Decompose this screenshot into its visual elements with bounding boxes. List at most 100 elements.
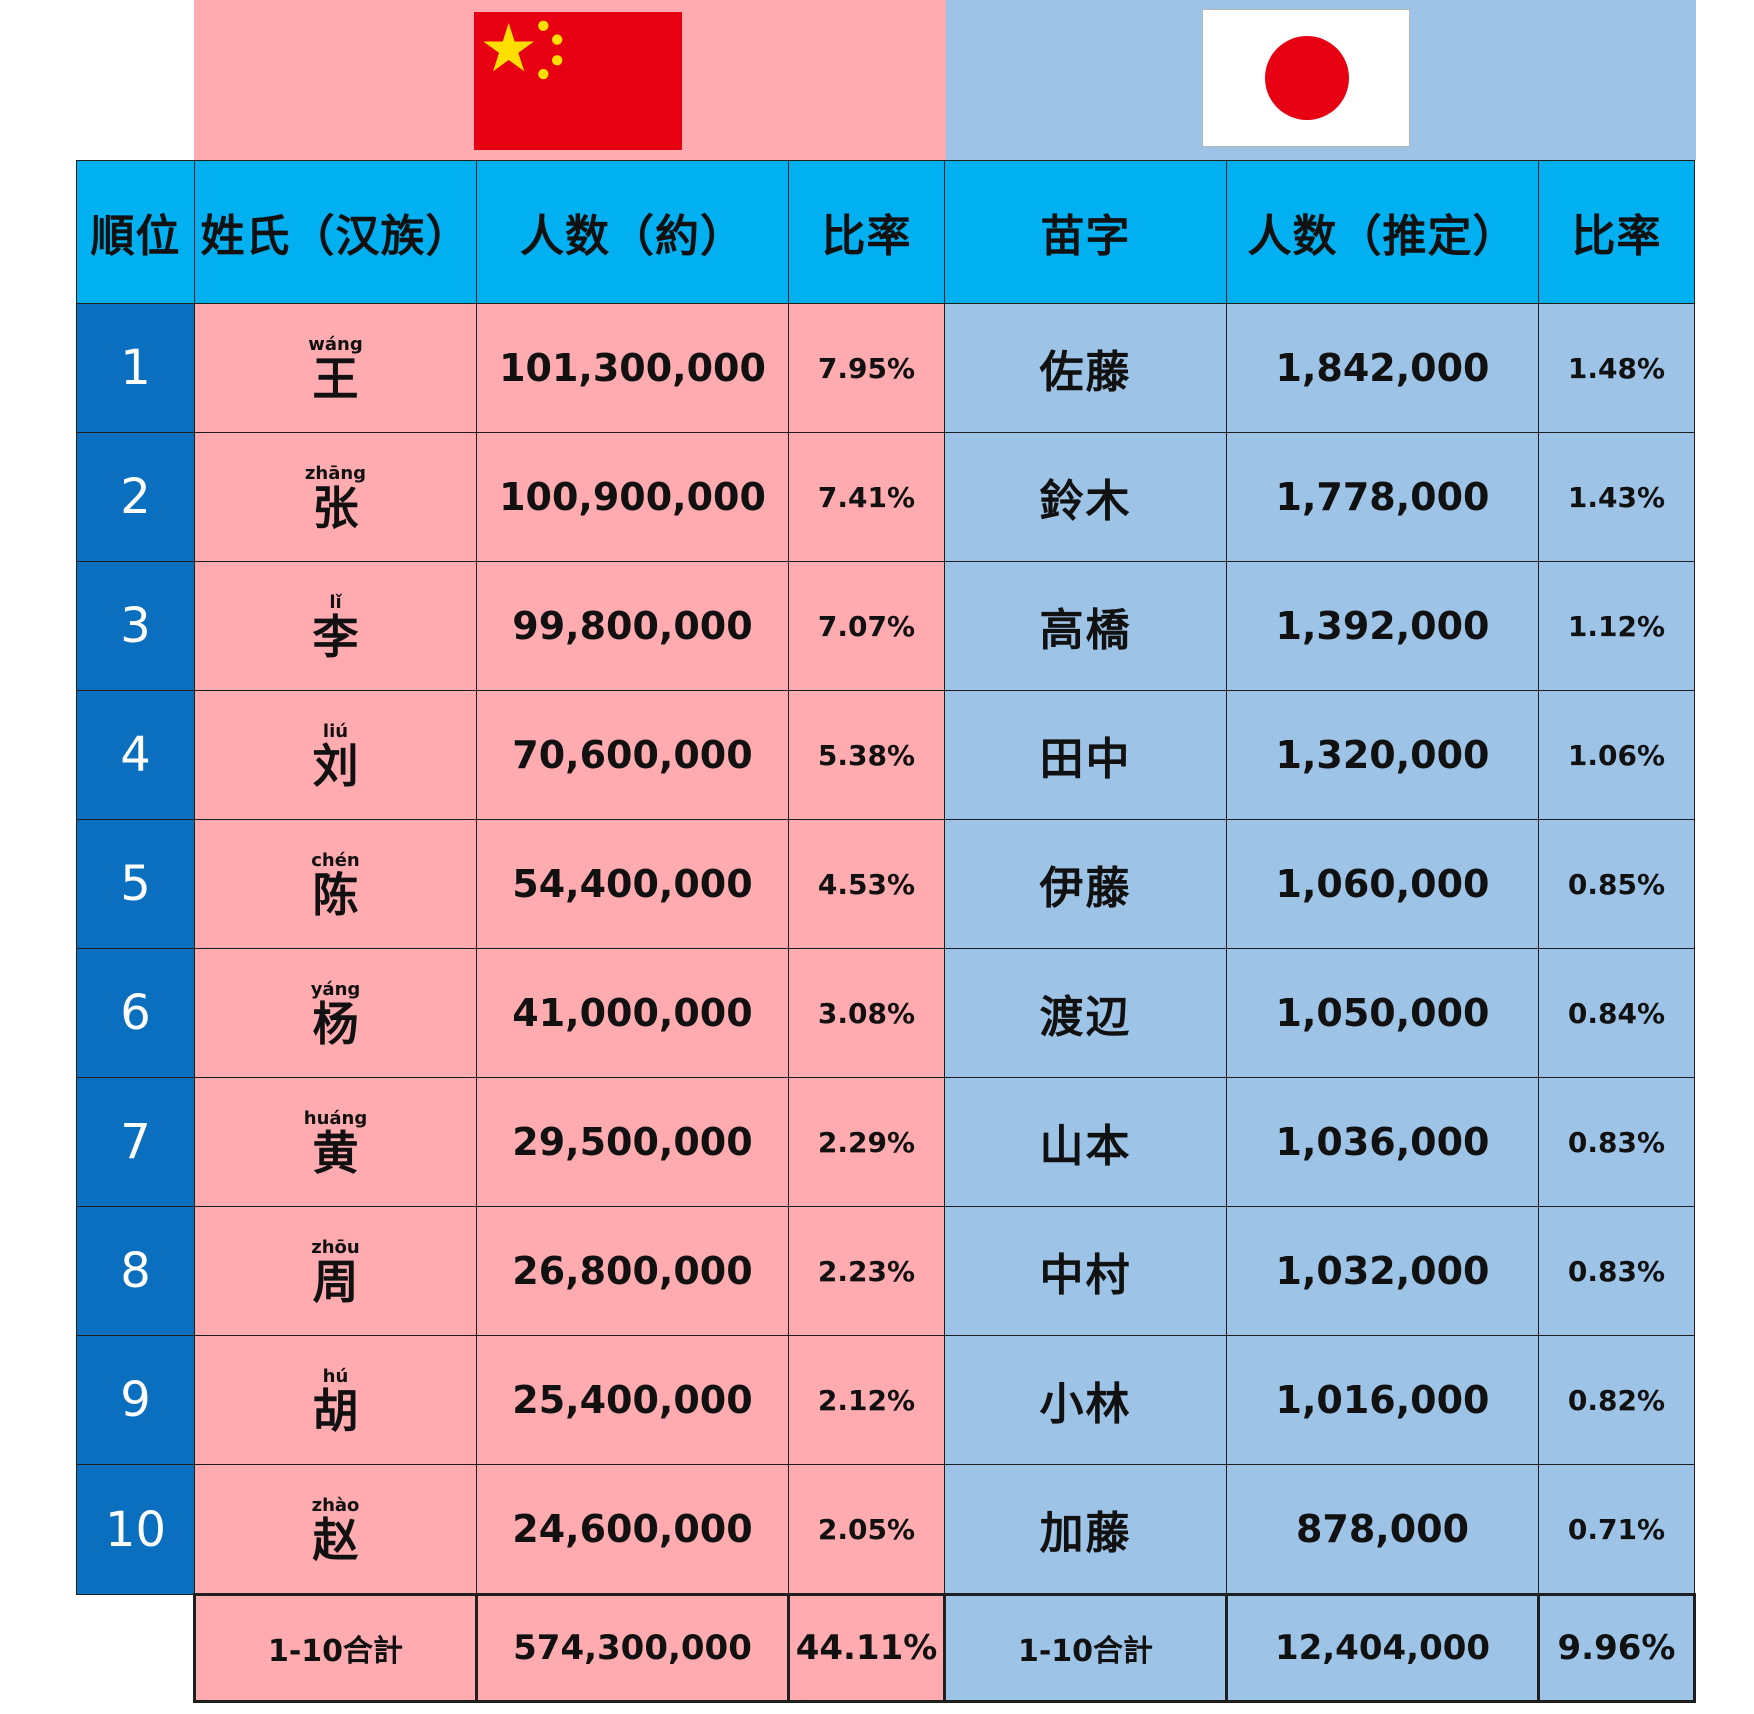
rank-number: 10: [104, 1501, 167, 1558]
jp-count: 1,778,000: [1275, 475, 1490, 519]
jp-surname-cell: 加藤: [944, 1464, 1227, 1595]
jp-count-cell: 1,778,000: [1226, 432, 1539, 562]
table-row: 3 lǐ 李 99,800,000 7.07% 高橋 1,392,000 1.12%: [76, 561, 1695, 691]
jp-surname-cell: 伊藤: [944, 819, 1227, 949]
pinyin: lǐ: [329, 591, 342, 613]
table-row: 7 huáng 黄 29,500,000 2.29% 山本 1,036,000 0.83%: [76, 1077, 1695, 1207]
jp-surname-cell: 小林: [944, 1335, 1227, 1465]
cn-surname-cell: hú 胡: [194, 1335, 477, 1465]
rank-number: 1: [120, 340, 151, 396]
jp-surname-cell: 佐藤: [944, 303, 1227, 433]
rank-number: 7: [120, 1114, 151, 1170]
jp-surname-cell: 渡辺: [944, 948, 1227, 1078]
cn-surname: 黄: [312, 1125, 359, 1180]
header-jp-count: 人数（推定）: [1226, 160, 1539, 304]
cn-ratio: 7.41%: [817, 480, 916, 514]
rank-number: 6: [120, 985, 151, 1041]
cn-count-cell: 41,000,000: [476, 948, 789, 1078]
jp-ratio: 1.12%: [1567, 609, 1666, 643]
jp-count-cell: 1,032,000: [1226, 1206, 1539, 1336]
cn-count: 99,800,000: [512, 604, 753, 648]
cn-count: 41,000,000: [512, 991, 753, 1035]
jp-surname: 小林: [1039, 1379, 1132, 1430]
cn-surname-cell: liú 刘: [194, 690, 477, 820]
table-row: 6 yáng 杨 41,000,000 3.08% 渡辺 1,050,000 0.84%: [76, 948, 1695, 1078]
cn-total-ratio: 44.11%: [795, 1628, 938, 1668]
cn-ratio-cell: 2.29%: [788, 1077, 945, 1207]
cn-ratio: 7.95%: [817, 351, 916, 385]
cn-count-cell: 70,600,000: [476, 690, 789, 820]
cn-total-count: 574,300,000: [513, 1628, 752, 1668]
total-blank-cell: [76, 1594, 195, 1702]
rank-cell: 4: [76, 690, 195, 820]
cn-count: 26,800,000: [512, 1249, 753, 1293]
china-flag-icon: [474, 12, 682, 150]
cn-count: 29,500,000: [512, 1120, 753, 1164]
rank-number: 8: [120, 1243, 151, 1299]
rank-number: 5: [120, 856, 151, 912]
cn-surname: 杨: [312, 996, 359, 1051]
jp-surname: 山本: [1039, 1121, 1132, 1172]
rank-cell: 8: [76, 1206, 195, 1336]
cn-surname: 胡: [312, 1383, 359, 1438]
jp-surname: 鈴木: [1039, 476, 1132, 527]
japan-flag-icon: [1202, 9, 1410, 147]
pinyin: wáng: [308, 333, 363, 355]
cn-count: 25,400,000: [512, 1378, 753, 1422]
jp-ratio-cell: 0.84%: [1538, 948, 1695, 1078]
jp-ratio: 0.71%: [1567, 1512, 1666, 1546]
jp-total-count: 12,404,000: [1274, 1628, 1491, 1668]
jp-count-cell: 1,320,000: [1226, 690, 1539, 820]
cn-ratio-cell: 7.07%: [788, 561, 945, 691]
total-row: 1-10合計 574,300,000 44.11% 1-10合計 12,404,…: [76, 1593, 1696, 1703]
cn-surname-cell: wáng 王: [194, 303, 477, 433]
cn-ratio-cell: 4.53%: [788, 819, 945, 949]
jp-ratio-cell: 0.83%: [1538, 1206, 1695, 1336]
table-row: 4 liú 刘 70,600,000 5.38% 田中 1,320,000 1.06%: [76, 690, 1695, 820]
rank-cell: 10: [76, 1464, 195, 1595]
jp-ratio: 0.84%: [1567, 996, 1666, 1030]
pinyin: zhào: [311, 1494, 360, 1516]
jp-count: 1,320,000: [1275, 733, 1490, 777]
cn-surname-cell: lǐ 李: [194, 561, 477, 691]
cn-ratio-cell: 7.95%: [788, 303, 945, 433]
jp-ratio: 0.83%: [1567, 1125, 1666, 1159]
cn-surname-cell: chén 陈: [194, 819, 477, 949]
header-cn-count: 人数（約）: [476, 160, 789, 304]
jp-ratio: 0.82%: [1567, 1383, 1666, 1417]
rank-number: 4: [120, 727, 151, 783]
table-row: 10 zhào 赵 24,600,000 2.05% 加藤 878,000 0.71%: [76, 1464, 1695, 1595]
cn-count: 100,900,000: [499, 475, 766, 519]
jp-count-cell: 1,060,000: [1226, 819, 1539, 949]
jp-count-cell: 878,000: [1226, 1464, 1539, 1595]
rank-cell: 1: [76, 303, 195, 433]
cn-surname: 张: [312, 480, 359, 535]
jp-ratio-cell: 0.83%: [1538, 1077, 1695, 1207]
pinyin: zhōu: [311, 1236, 360, 1258]
jp-surname: 佐藤: [1039, 347, 1132, 398]
header-jp-ratio: 比率: [1538, 160, 1695, 304]
jp-surname-cell: 鈴木: [944, 432, 1227, 562]
cn-count: 24,600,000: [512, 1507, 753, 1551]
surname-ranking-table: 順位 姓氏（汉族） 人数（約） 比率 苗字 人数（推定） 比率 1 wáng 王 10…: [76, 160, 1696, 1703]
table-header-row: 順位 姓氏（汉族） 人数（約） 比率 苗字 人数（推定） 比率: [76, 160, 1695, 304]
rank-number: 9: [120, 1372, 151, 1428]
table-row: 1 wáng 王 101,300,000 7.95% 佐藤 1,842,000 1.48%: [76, 303, 1695, 433]
jp-ratio-cell: 0.82%: [1538, 1335, 1695, 1465]
jp-surname: 田中: [1039, 734, 1132, 785]
cn-ratio-cell: 7.41%: [788, 432, 945, 562]
jp-surname: 加藤: [1039, 1508, 1132, 1559]
cn-surname: 周: [312, 1254, 359, 1309]
jp-count: 1,060,000: [1275, 862, 1490, 906]
cn-ratio: 4.53%: [817, 867, 916, 901]
cn-surname: 陈: [312, 867, 359, 922]
cn-ratio-cell: 3.08%: [788, 948, 945, 1078]
jp-count-cell: 1,050,000: [1226, 948, 1539, 1078]
header-rank: 順位: [76, 160, 195, 304]
jp-count: 1,842,000: [1275, 346, 1490, 390]
jp-surname-cell: 田中: [944, 690, 1227, 820]
pinyin: liú: [322, 720, 349, 742]
cn-count: 70,600,000: [512, 733, 753, 777]
cn-ratio: 7.07%: [817, 609, 916, 643]
jp-ratio: 1.06%: [1567, 738, 1666, 772]
